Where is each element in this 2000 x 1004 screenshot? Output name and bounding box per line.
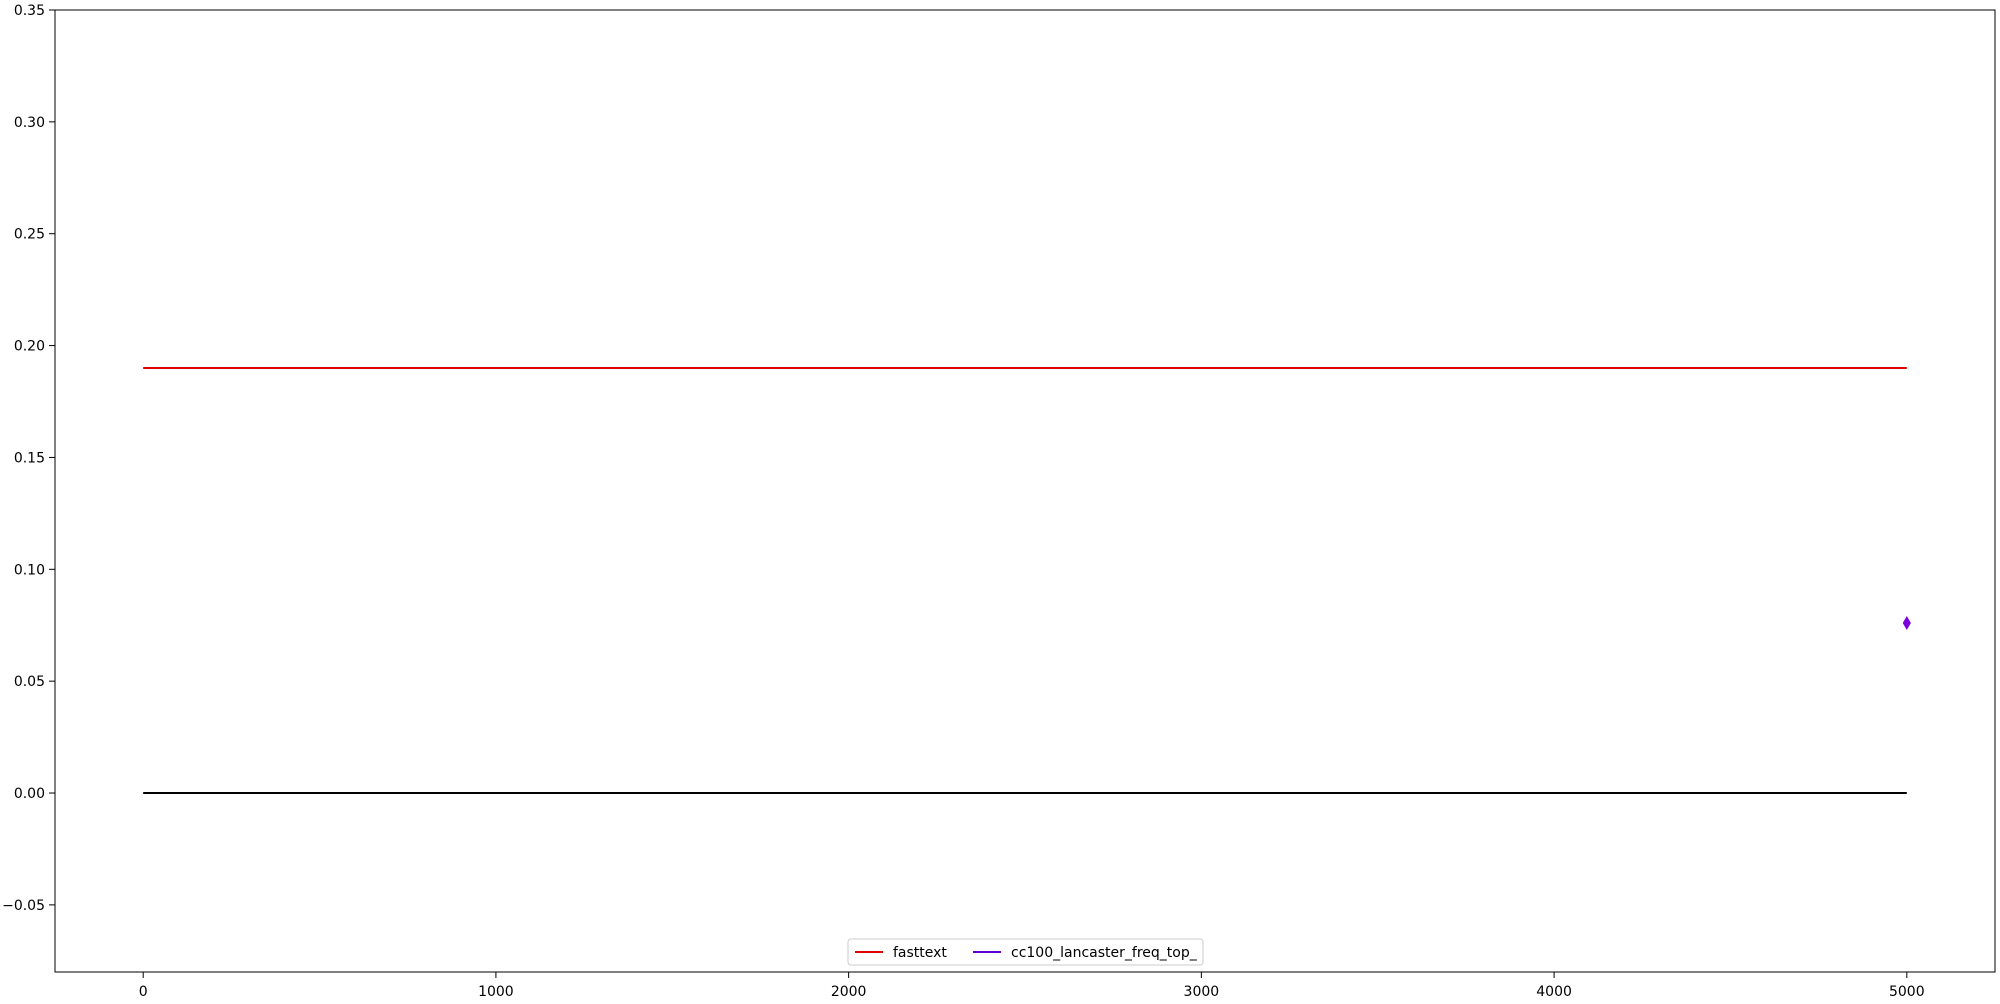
y-tick-label-3: 0.10 [14,562,45,578]
x-tick-label-4: 4000 [1536,984,1572,1000]
y-tick-label-2: 0.05 [14,674,45,690]
legend-box [847,938,1204,966]
y-tick-label-5: 0.20 [14,339,45,355]
legend-label-0: fasttext [893,945,947,961]
legend-label-1: cc100_lancaster_freq_top_ [1011,945,1198,961]
y-tick-label-0: −0.05 [2,898,45,914]
x-axis: 0 1000 2000 3000 4000 5000 [139,972,1925,1000]
x-tick-label-0: 0 [139,984,148,1000]
axes-frame [54,9,1996,973]
series-point-1-0 [1902,616,1911,630]
y-tick-label-4: 0.15 [14,450,45,466]
y-tick-label-7: 0.30 [14,115,45,131]
plot-area [143,366,1911,795]
y-tick-label-6: 0.25 [14,227,45,243]
x-tick-label-2: 2000 [831,984,867,1000]
y-axis: −0.05 0.00 0.05 0.10 0.15 0.20 0.25 0.30 0.35 [2,3,55,914]
y-tick-label-8: 0.35 [14,3,45,19]
x-tick-label-3: 3000 [1184,984,1220,1000]
x-tick-label-5: 5000 [1889,984,1925,1000]
x-tick-label-1: 1000 [478,984,514,1000]
legend: fasttext cc100_lancaster_freq_top_ [847,938,1204,966]
y-tick-label-1: 0.00 [14,786,45,802]
